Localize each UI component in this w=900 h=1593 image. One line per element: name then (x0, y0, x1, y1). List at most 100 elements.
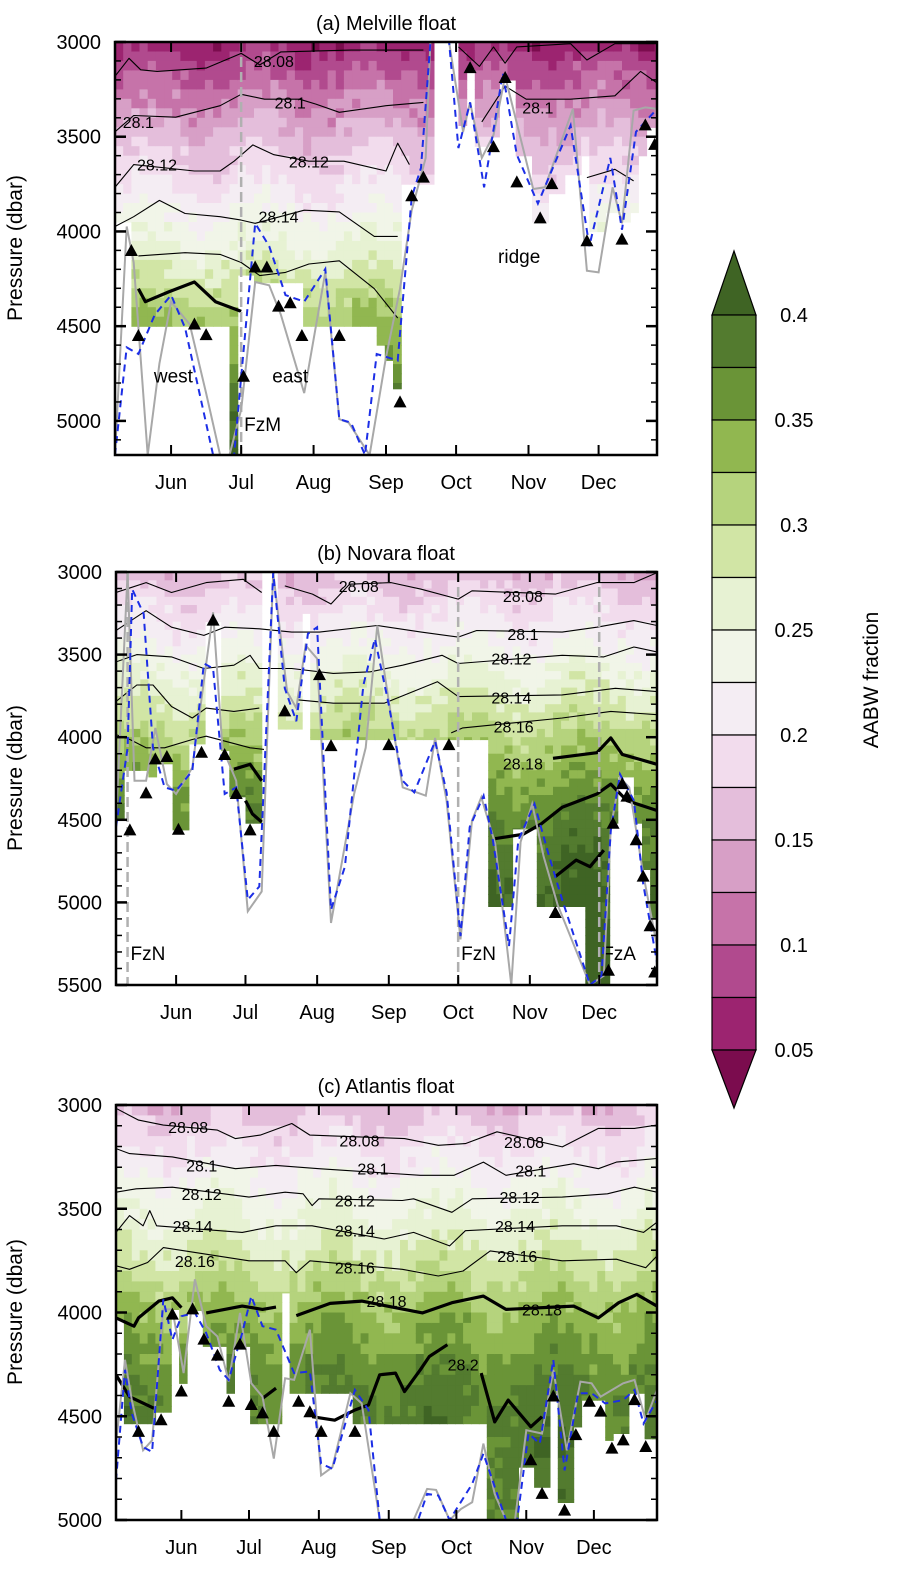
heatmap-cell (326, 662, 336, 672)
heatmap-cell (180, 695, 190, 705)
heatmap-cell (245, 117, 255, 128)
heatmap-cell (650, 745, 657, 755)
heatmap-cell (407, 720, 416, 730)
heatmap-cell (518, 1260, 527, 1272)
heatmap-cell (319, 231, 329, 242)
contour-label: 28.1 (507, 627, 538, 644)
heatmap-cell (601, 720, 611, 730)
heatmap-cell (581, 98, 590, 109)
heatmap-cell (334, 638, 344, 647)
heatmap-cell (229, 98, 239, 109)
heatmap-cell (392, 1229, 401, 1241)
heatmap-cell (343, 203, 353, 214)
heatmap-cell (609, 629, 619, 639)
heatmap-cell (488, 596, 497, 606)
heatmap-cell (204, 60, 214, 71)
heatmap-cell (504, 646, 514, 656)
heatmap-cell (392, 1271, 401, 1282)
heatmap-cell (463, 1343, 472, 1355)
heatmap-cell (512, 720, 522, 730)
heatmap-cell (321, 1343, 330, 1355)
heatmap-cell (376, 1198, 385, 1210)
heatmap-cell (617, 613, 627, 623)
heatmap-cell (423, 1291, 433, 1303)
heatmap-cell (585, 852, 594, 862)
heatmap-cell (455, 1364, 464, 1376)
heatmap-cell (391, 679, 400, 689)
heatmap-cell (376, 1177, 385, 1189)
heatmap-cell (400, 1416, 409, 1425)
heatmap-cell (642, 795, 651, 804)
heatmap-cell (148, 770, 158, 778)
heatmap-cell (123, 1312, 133, 1324)
heatmap-cell (609, 704, 619, 714)
heatmap-cell (540, 155, 549, 166)
heatmap-cell (593, 786, 603, 796)
heatmap-cell (439, 588, 449, 598)
heatmap-cell (486, 1374, 496, 1386)
heatmap-cell (572, 51, 582, 62)
heatmap-cell (486, 1198, 496, 1210)
heatmap-cell (510, 1260, 519, 1272)
heatmap-cell (471, 1405, 480, 1417)
heatmap-cell (512, 778, 522, 788)
heatmap-cell (569, 894, 578, 903)
heatmap-cell (512, 671, 522, 680)
heatmap-cell (455, 1136, 464, 1148)
heatmap-cell (139, 1333, 149, 1345)
heatmap-cell (548, 89, 558, 100)
heatmap-cell (303, 165, 312, 176)
heatmap-cell (148, 588, 158, 598)
heatmap-cell (132, 737, 141, 747)
heatmap-cell (250, 1136, 259, 1148)
heatmap-cell (245, 712, 255, 722)
heatmap-cell (250, 1364, 259, 1376)
heatmap-cell (229, 373, 239, 384)
heatmap-cell (518, 1374, 527, 1386)
heatmap-cell (297, 1291, 306, 1303)
heatmap-cell (226, 1167, 235, 1179)
heatmap-cell (229, 605, 238, 614)
heatmap-cell (455, 1219, 464, 1231)
heatmap-cell (617, 605, 627, 614)
heatmap-cell (221, 671, 230, 680)
heatmap-cell (609, 753, 619, 763)
heatmap-cell (204, 155, 214, 166)
heatmap-cell (536, 621, 546, 631)
float-triangle-marker (160, 750, 174, 763)
heatmap-cell (384, 1271, 393, 1282)
heatmap-cell (642, 638, 651, 647)
heatmap-cell (617, 662, 627, 672)
heatmap-cell (226, 1125, 235, 1137)
heatmap-cell (116, 638, 125, 647)
heatmap-cell (392, 1239, 401, 1251)
heatmap-cell (415, 646, 425, 656)
heatmap-cell (409, 60, 419, 71)
heatmap-cell (124, 654, 133, 664)
heatmap-cell (376, 240, 386, 251)
heatmap-cell (642, 712, 651, 722)
heatmap-cell (431, 1115, 441, 1127)
heatmap-cell (488, 572, 497, 581)
heatmap-cell (399, 580, 408, 590)
heatmap-cell (480, 605, 489, 614)
heatmap-cell (400, 1364, 409, 1376)
heatmap-cell (258, 1115, 267, 1127)
heatmap-cell (303, 127, 312, 138)
heatmap-cell (273, 1260, 283, 1272)
heatmap-cell (512, 613, 522, 623)
heatmap-cell (368, 184, 378, 195)
heatmap-cell (273, 1198, 283, 1210)
heatmap-cell (553, 588, 562, 598)
heatmap-cell (327, 231, 337, 242)
heatmap-cell (478, 1188, 488, 1199)
heatmap-cell (196, 720, 206, 730)
heatmap-cell (164, 60, 173, 71)
heatmap-cell (633, 811, 643, 821)
heatmap-cell (334, 605, 344, 614)
heatmap-cell (318, 712, 327, 722)
heatmap-cell (593, 770, 603, 780)
heatmap-cell (204, 316, 214, 327)
heatmap-cell (504, 803, 514, 813)
heatmap-cell (229, 278, 239, 289)
